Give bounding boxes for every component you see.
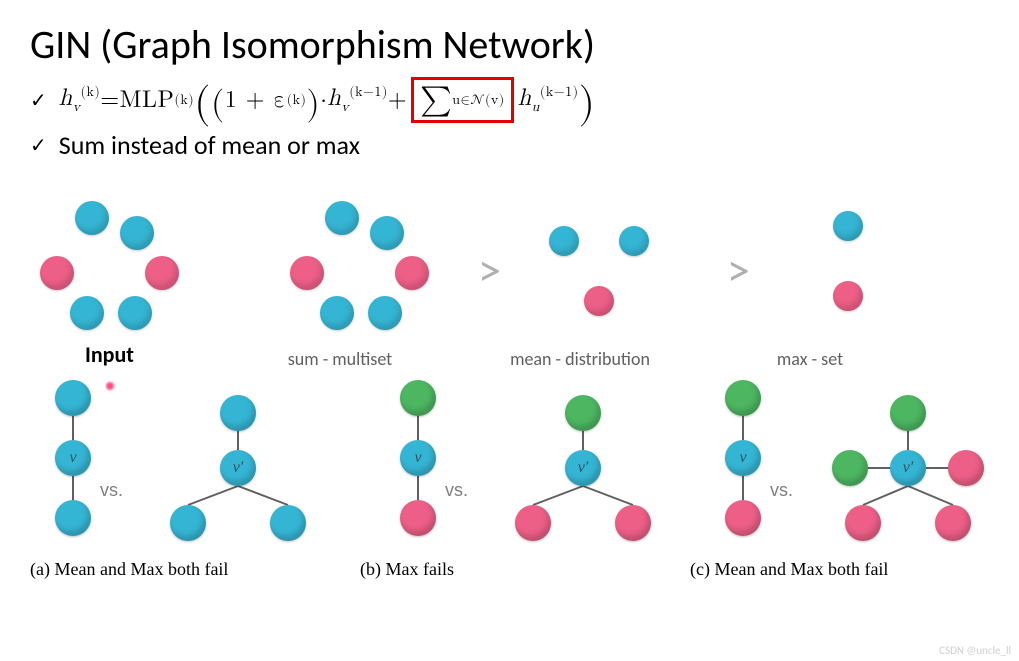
node-pink [395,256,429,290]
comparison-panel: vv′vs.(c) Mean and Max both fail [690,380,990,580]
graph-node-blue [55,380,91,416]
node-blue [368,296,402,330]
node-blue [75,201,109,235]
panel-caption: (a) Mean and Max both fail [30,559,228,580]
graph-node-blue: v [725,440,761,476]
graph-node-green [832,450,868,486]
graph-node-blue [55,500,91,536]
graph-node-pink [725,500,761,536]
gin-formula: hv(k) = MLP(k) ( ( 1 + ε(k) ) · hv(k−1) … [59,77,596,123]
sum-highlight-box: ∑u∈𝒩(v) [411,77,514,123]
input-label: Input [85,341,134,368]
node-blue [320,296,354,330]
comparison-row: vv′vs.(a) Mean and Max both failvv′vs.(b… [30,380,990,580]
node-blue [118,296,152,330]
node-blue [619,226,649,256]
node-blue [370,216,404,250]
bullet-text: Sum instead of mean or max [59,129,360,161]
node-pink [833,281,863,311]
comparison-panel: vv′vs.(a) Mean and Max both fail [30,380,330,580]
multiset-row: >> [30,186,990,356]
graph-node-blue: v [55,440,91,476]
graph-node-blue: v′ [890,450,926,486]
multiset-cluster [778,201,948,341]
check-icon: ✓ [30,88,47,113]
node-pink [40,256,74,290]
bullet-sum: ✓ Sum instead of mean or max [30,129,989,161]
node-blue [325,201,359,235]
graph-node-blue: v [400,440,436,476]
greater-than: > [478,243,501,299]
graph-node-pink [615,505,651,541]
cluster-label: sum - multiset [230,348,450,370]
multiset-cluster [30,201,200,341]
graph-node-pink [948,450,984,486]
node-pink [290,256,324,290]
slide-title: GIN (Graph Isomorphism Network) [30,20,989,69]
node-pink [584,286,614,316]
watermark: CSDN @uncle_ll [939,644,1011,657]
bullet-formula: ✓ hv(k) = MLP(k) ( ( 1 + ε(k) ) · hv(k−1… [30,77,989,123]
node-pink [145,256,179,290]
graph-node-pink [845,505,881,541]
diagram-area: >> Input sum - multisetmean - distributi… [30,186,990,606]
cluster-label: mean - distribution [450,348,710,370]
comparison-panel: vv′vs.(b) Max fails [360,380,660,580]
check-icon: ✓ [30,133,47,158]
graph-node-green [400,380,436,416]
panel-caption: (c) Mean and Max both fail [690,559,888,580]
graph-node-green [565,395,601,431]
graph-node-green [725,380,761,416]
graph-node-blue [220,395,256,431]
graph-node-blue [170,505,206,541]
node-blue [549,226,579,256]
greater-than: > [727,243,750,299]
multiset-cluster [529,201,699,341]
graph-node-blue [270,505,306,541]
graph-node-pink [515,505,551,541]
row1-labels: sum - multisetmean - distributionmax - s… [30,348,990,370]
graph-node-blue: v′ [220,450,256,486]
graph-node-pink [935,505,971,541]
graph-node-pink [400,500,436,536]
graph-node-blue: v′ [565,450,601,486]
node-blue [120,216,154,250]
cluster-label: max - set [710,348,910,370]
multiset-cluster [280,201,450,341]
node-blue [70,296,104,330]
panel-caption: (b) Max fails [360,559,454,580]
graph-node-green [890,395,926,431]
node-blue [833,211,863,241]
